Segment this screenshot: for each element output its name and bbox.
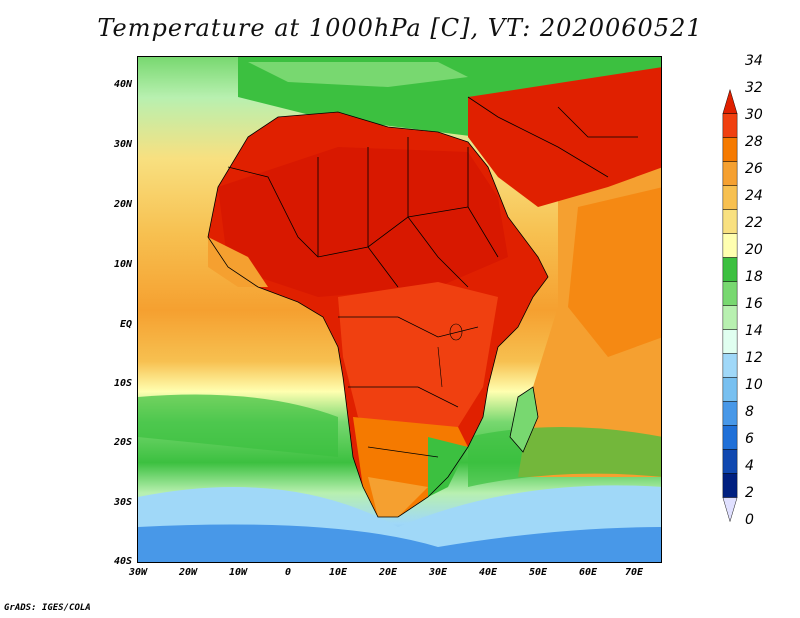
colorbar-label: 22 — [745, 215, 763, 231]
lat-label: 20S — [113, 437, 132, 448]
temperature-map — [137, 56, 662, 563]
lon-label: 50E — [528, 567, 548, 578]
colorbar-label: 2 — [745, 485, 754, 501]
colorbar-label: 0 — [745, 512, 754, 528]
map-canvas — [138, 57, 661, 562]
colorbar-label: 6 — [745, 431, 754, 447]
map-title: Temperature at 1000hPa [C], VT: 20200605… — [97, 14, 703, 42]
colorbar-label: 4 — [745, 458, 754, 474]
lat-label: 30N — [113, 139, 132, 150]
lat-label: 40N — [113, 79, 132, 90]
colorbar-label: 26 — [745, 161, 763, 177]
lon-label: 30E — [428, 567, 448, 578]
colorbar-cell — [722, 473, 738, 498]
boundaries — [207, 96, 638, 518]
colorbar-label: 14 — [745, 323, 763, 339]
lat-label: 40S — [113, 556, 132, 567]
middle-east-field — [468, 67, 661, 207]
colorbar-cell — [722, 329, 738, 354]
colorbar-label: 30 — [745, 107, 763, 123]
lon-label: 70E — [624, 567, 644, 578]
lon-label: 30W — [128, 567, 148, 578]
colorbar-cell — [722, 449, 738, 474]
colorbar-cell — [722, 401, 738, 426]
colorbar-cell — [722, 161, 738, 186]
colorbar-label: 24 — [745, 188, 763, 204]
colorbar-cell — [722, 281, 738, 306]
footer-credit: GrADS: IGES/COLA — [4, 603, 91, 613]
lon-label: 10W — [228, 567, 248, 578]
lon-label: 40E — [478, 567, 498, 578]
colorbar-label: 20 — [745, 242, 763, 258]
lon-label: 0 — [284, 567, 292, 578]
colorbar-cell — [722, 185, 738, 210]
colorbar-label: 10 — [745, 377, 763, 393]
colorbar-cell — [722, 113, 738, 138]
colorbar-cell — [722, 377, 738, 402]
lat-label: EQ — [119, 319, 132, 330]
colorbar-label: 18 — [745, 269, 763, 285]
colorbar-cell — [722, 497, 738, 523]
lon-label: 20W — [178, 567, 198, 578]
colorbar — [722, 88, 738, 523]
colorbar-cell — [722, 425, 738, 450]
colorbar-cell — [722, 305, 738, 330]
colorbar-label: 12 — [745, 350, 763, 366]
colorbar-cell — [722, 137, 738, 162]
madagascar — [509, 386, 539, 453]
colorbar-label: 16 — [745, 296, 763, 312]
lat-label: 20N — [113, 199, 132, 210]
lon-label: 60E — [578, 567, 598, 578]
colorbar-cell — [722, 233, 738, 258]
colorbar-label: 8 — [745, 404, 754, 420]
colorbar-cell — [722, 209, 738, 234]
lat-label: 30S — [113, 497, 132, 508]
lon-label: 20E — [378, 567, 398, 578]
colorbar-label: 28 — [745, 134, 763, 150]
colorbar-label: 34 — [745, 53, 763, 69]
lat-label: 10N — [113, 259, 132, 270]
lat-label: 10S — [113, 378, 132, 389]
colorbar-cell — [722, 88, 738, 114]
colorbar-cell — [722, 353, 738, 378]
colorbar-cell — [722, 257, 738, 282]
colorbar-label: 32 — [745, 80, 763, 96]
lon-label: 10E — [328, 567, 348, 578]
